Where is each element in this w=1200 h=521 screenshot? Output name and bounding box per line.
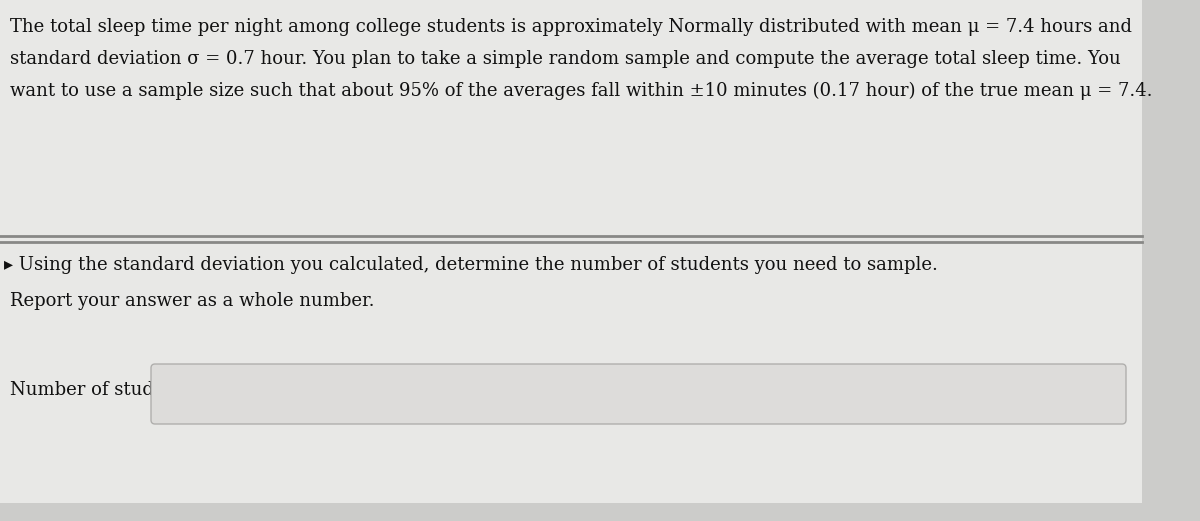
Text: The total sleep time per night among college students is approximately Normally : The total sleep time per night among col…	[10, 18, 1132, 36]
Text: Report your answer as a whole number.: Report your answer as a whole number.	[10, 292, 374, 310]
Text: ▸ Using the standard deviation you calculated, determine the number of students : ▸ Using the standard deviation you calcu…	[4, 256, 938, 274]
Text: Number of students:: Number of students:	[10, 381, 199, 399]
FancyBboxPatch shape	[151, 364, 1126, 424]
Bar	[1142, 0, 1200, 521]
Text: standard deviation σ = 0.7 hour. You plan to take a simple random sample and com: standard deviation σ = 0.7 hour. You pla…	[10, 50, 1121, 68]
Text: want to use a sample size such that about 95% of the averages fall within ±10 mi: want to use a sample size such that abou…	[10, 82, 1152, 100]
Bar	[0, 503, 1200, 521]
